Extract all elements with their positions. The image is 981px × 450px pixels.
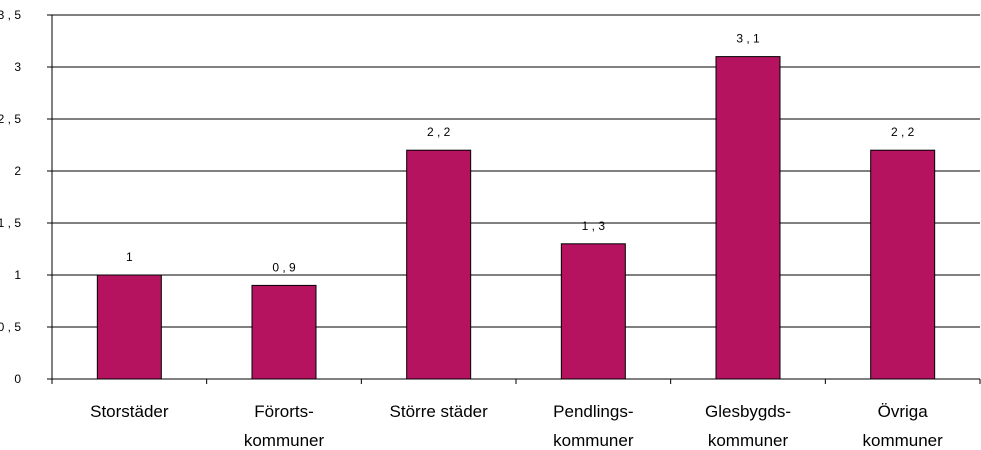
- bar: [96, 274, 162, 380]
- data-label: 1: [126, 250, 133, 264]
- category-label: kommuner: [553, 431, 634, 450]
- category-label: Pendlings-: [553, 402, 633, 421]
- data-label: 2 , 2: [427, 125, 451, 139]
- data-label: 1 , 3: [582, 219, 606, 233]
- y-tick-label: 3 , 5: [0, 8, 21, 22]
- bar: [560, 243, 626, 380]
- bar: [870, 149, 936, 380]
- axes: [47, 14, 981, 384]
- y-tick-label: 2 , 5: [0, 112, 21, 126]
- category-label: Glesbygds-: [705, 402, 791, 421]
- y-tick-label: 1 , 5: [0, 216, 21, 230]
- y-tick-label: 2: [14, 164, 21, 178]
- y-tick-label: 3: [14, 60, 21, 74]
- category-label: kommuner: [863, 431, 944, 450]
- category-label: Övriga: [878, 402, 929, 421]
- data-label: 3 , 1: [736, 32, 760, 46]
- category-label: kommuner: [244, 431, 325, 450]
- category-label: Förorts-: [254, 402, 314, 421]
- gridlines: [52, 14, 980, 328]
- category-label: Större städer: [390, 402, 489, 421]
- data-label: 0 , 9: [272, 260, 296, 274]
- y-tick-label: 0: [14, 372, 21, 386]
- category-label: Storstäder: [90, 402, 169, 421]
- bar: [715, 56, 781, 380]
- bar: [406, 149, 472, 380]
- bars: [96, 56, 936, 380]
- labels: 0 0 , 5 1 1 , 5 2 2 , 5 3 3 , 5 1 Storstäder 0 , 9…: [0, 8, 943, 450]
- y-tick-label: 0 , 5: [0, 320, 21, 334]
- y-tick-label: 1: [14, 268, 21, 282]
- category-label: kommuner: [708, 431, 789, 450]
- bar: [251, 284, 317, 380]
- data-label: 2 , 2: [891, 125, 915, 139]
